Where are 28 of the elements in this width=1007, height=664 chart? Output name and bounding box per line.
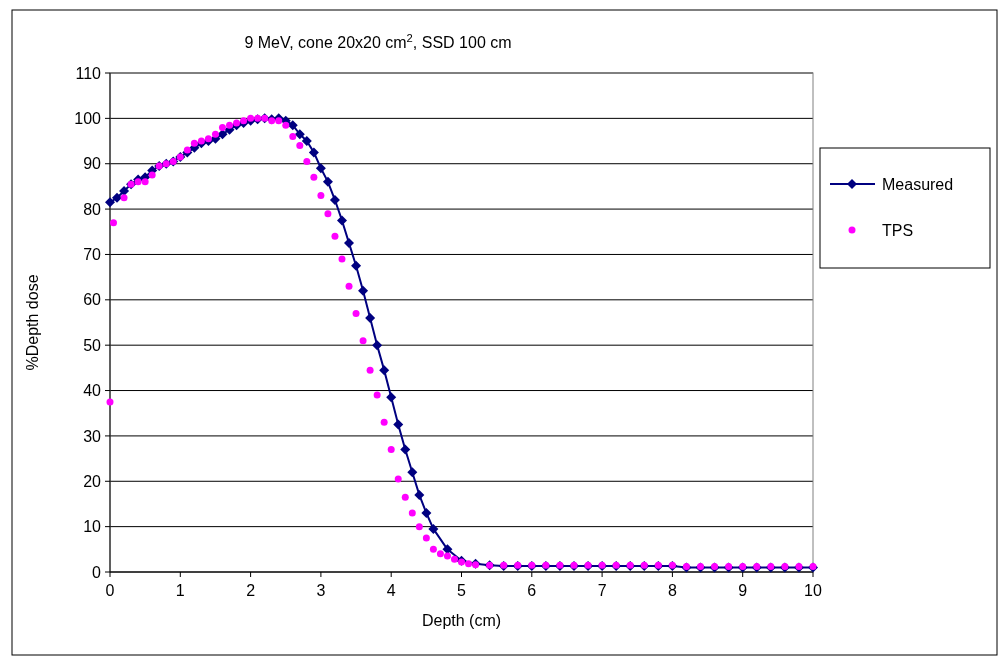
y-tick-label: 110 (75, 64, 102, 82)
y-axis-title: %Depth dose (24, 274, 41, 371)
x-tick-label: 8 (667, 582, 677, 599)
y-tick-label: 20 (83, 472, 102, 490)
x-tick-label: 2 (246, 582, 256, 599)
y-tick-label: 100 (74, 109, 102, 127)
x-tick-label: 5 (457, 582, 467, 599)
x-tick-label: 7 (597, 582, 607, 599)
y-tick-label: 60 (83, 291, 102, 309)
x-tick-label: 10 (804, 582, 822, 599)
x-axis-title: Depth (cm) (421, 612, 502, 629)
x-tick-label: 3 (316, 582, 326, 599)
chart-title: 9 MeV, cone 20x20 cm$^{2}$, SSD 100 cm (244, 32, 512, 51)
x-tick-label: 6 (527, 582, 537, 599)
x-tick-label: 4 (386, 582, 396, 599)
y-tick-label: 70 (83, 246, 102, 264)
legend-label: Measured (882, 175, 954, 193)
y-tick-label: 30 (83, 427, 102, 445)
y-tick-label: 80 (83, 200, 102, 218)
y-tick-label: 0 (92, 563, 102, 581)
x-tick-label: 0 (105, 582, 115, 599)
x-tick-label: 9 (738, 582, 748, 599)
y-tick-label: 10 (83, 518, 102, 536)
y-tick-label: 90 (83, 155, 102, 173)
legend-label: TPS (882, 221, 914, 239)
y-tick-label: 40 (83, 382, 102, 400)
y-tick-label: 50 (83, 336, 102, 354)
x-tick-label: 1 (175, 582, 185, 599)
